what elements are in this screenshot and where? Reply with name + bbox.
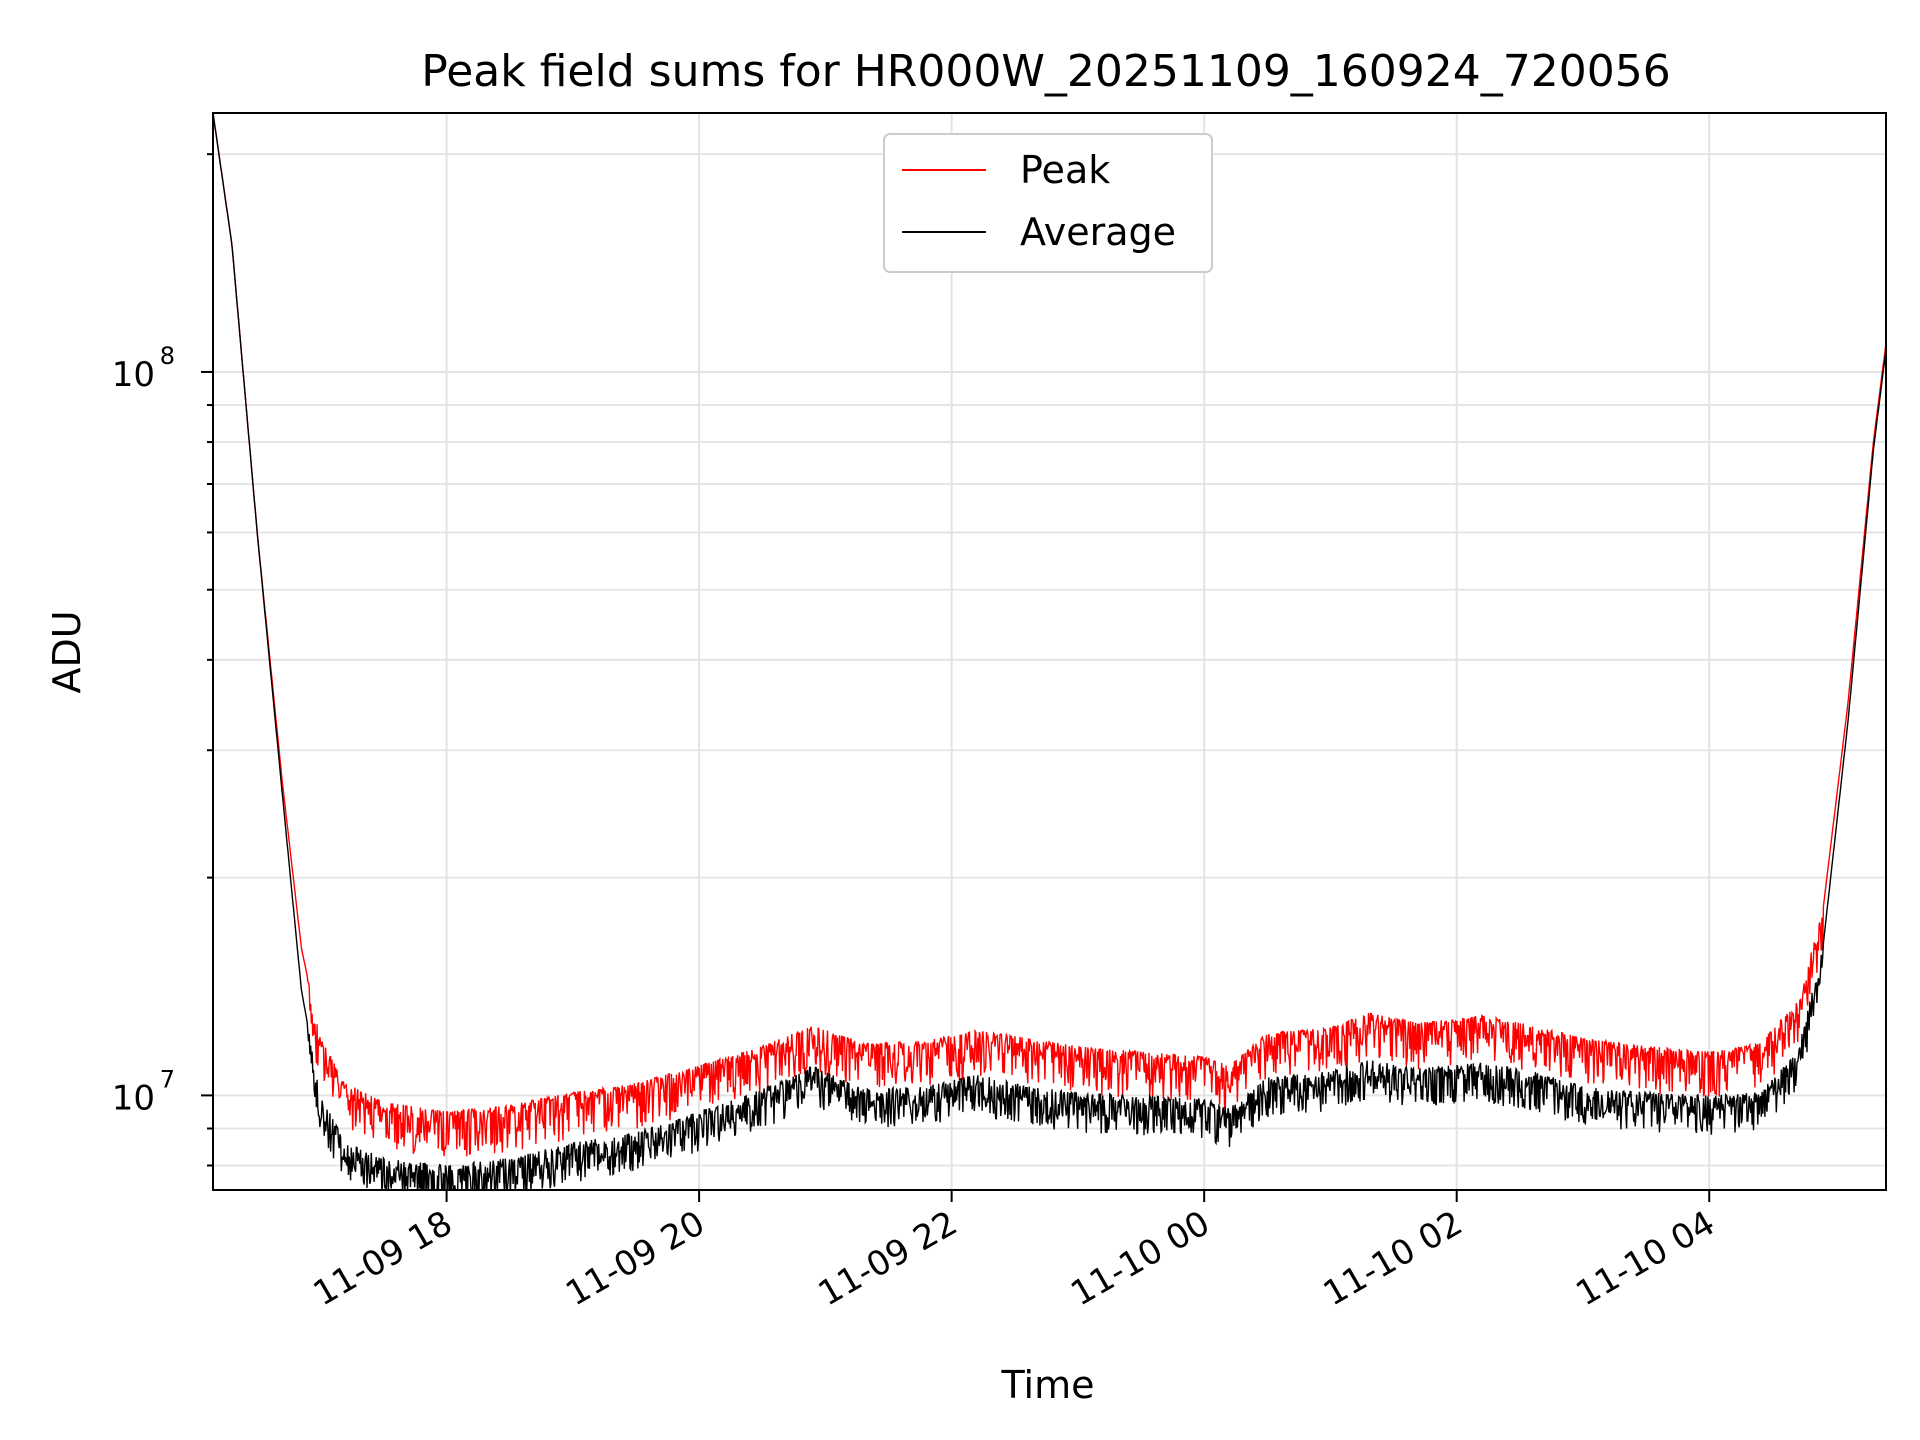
plot-series (213, 113, 1886, 1190)
y-tick-label: 10 (112, 1078, 155, 1118)
legend: Peak Average (883, 133, 1213, 273)
legend-box (883, 133, 1213, 273)
y-tick-exponent: 7 (160, 1065, 175, 1093)
series-line-average (213, 113, 1886, 1190)
legend-label-average: Average (1020, 210, 1176, 254)
y-tick-exponent: 8 (160, 342, 175, 370)
chart-title: Peak field sums for HR000W_20251109_1609… (421, 46, 1671, 97)
series-line-peak (213, 113, 1886, 1157)
y-tick-label: 10 (112, 355, 155, 395)
x-axis-label: Time (1001, 1363, 1095, 1407)
legend-label-peak: Peak (1020, 148, 1110, 192)
grid-lines (213, 113, 1886, 1190)
y-axis-label: ADU (45, 610, 89, 693)
plot-frame (212, 112, 1887, 1191)
